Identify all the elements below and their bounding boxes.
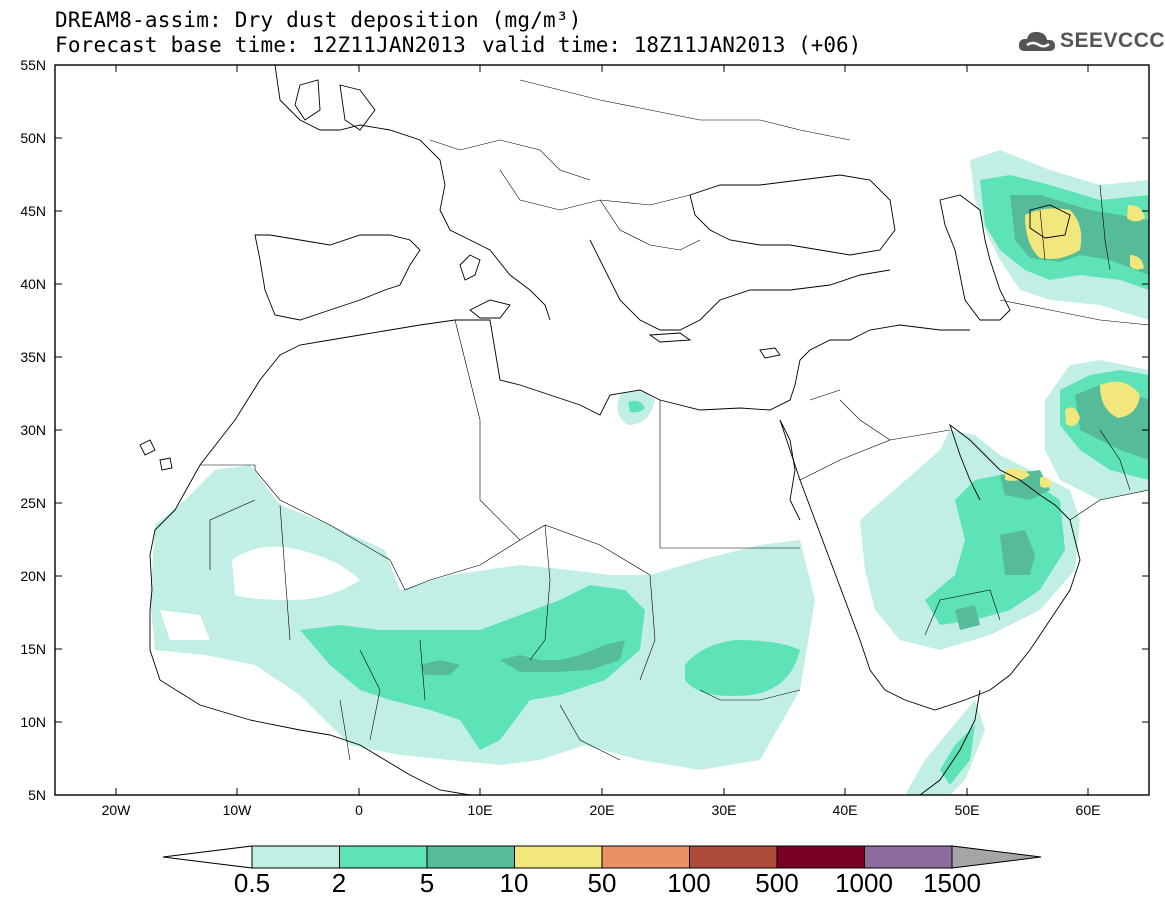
colorbar-box <box>339 845 428 869</box>
axis-ticks <box>55 64 1149 795</box>
colorbar-box <box>426 845 515 869</box>
lon-label: 40E <box>833 802 858 818</box>
colorbar <box>162 845 1042 869</box>
colorbar-under-arrow <box>162 845 253 869</box>
lon-labels: 20W 10W 0 10E 20E 30E 40E 50E 60E <box>102 802 1101 818</box>
lon-label: 50E <box>955 802 980 818</box>
lon-label: 10W <box>223 802 253 818</box>
lat-label: 45N <box>20 203 46 219</box>
dust-level-10 <box>1005 205 1145 488</box>
lat-label: 15N <box>20 641 46 657</box>
colorbar-box <box>776 845 865 869</box>
colorbar-label: 1000 <box>835 868 893 898</box>
dust-gap <box>160 546 360 640</box>
lat-label: 5N <box>28 787 46 803</box>
lat-label: 30N <box>20 422 46 438</box>
colorbar-box <box>251 845 340 869</box>
dust-fields <box>150 150 1149 795</box>
country-borders <box>200 79 1149 761</box>
lat-label: 40N <box>20 276 46 292</box>
lon-label: 30E <box>712 802 737 818</box>
colorbar-label: 5 <box>419 868 435 898</box>
colorbar-label: 50 <box>587 868 617 898</box>
lat-label: 25N <box>20 495 46 511</box>
title-line1: DREAM8-assim: Dry dust deposition (mg/m³… <box>55 8 582 32</box>
title-line2: Forecast base time: 12Z11JAN2013 <box>55 33 466 57</box>
colorbar-label: 2 <box>331 868 347 898</box>
colorbar-box <box>689 845 778 869</box>
valid-time: valid time: 18Z11JAN2013 (+06) <box>482 33 862 57</box>
colorbar-box <box>514 845 603 869</box>
colorbar-label: 0.5 <box>233 868 271 898</box>
lon-label: 20W <box>102 802 132 818</box>
lat-label: 20N <box>20 568 46 584</box>
lon-label: 60E <box>1076 802 1101 818</box>
colorbar-label: 100 <box>667 868 711 898</box>
colorbar-box <box>864 845 953 869</box>
logo-text: SEEVCCC <box>1060 29 1165 52</box>
lat-label: 50N <box>20 130 46 146</box>
lat-labels: 55N 50N 45N 40N 35N 30N 25N 20N 15N 10N … <box>20 57 46 803</box>
colorbar-label: 10 <box>499 868 529 898</box>
cloud-icon <box>1018 31 1055 51</box>
lon-label: 10E <box>468 802 493 818</box>
seevccc-logo: SEEVCCC <box>1017 26 1165 56</box>
lat-label: 35N <box>20 349 46 365</box>
colorbar-over-arrow <box>951 845 1042 869</box>
lon-label: 0 <box>355 802 363 818</box>
lat-label: 10N <box>20 714 46 730</box>
colorbar-label: 500 <box>755 868 799 898</box>
colorbar-label: 1500 <box>923 868 981 898</box>
coastlines <box>139 65 1081 795</box>
lat-label: 55N <box>20 57 46 73</box>
lon-label: 20E <box>590 802 615 818</box>
colorbar-box <box>601 845 690 869</box>
